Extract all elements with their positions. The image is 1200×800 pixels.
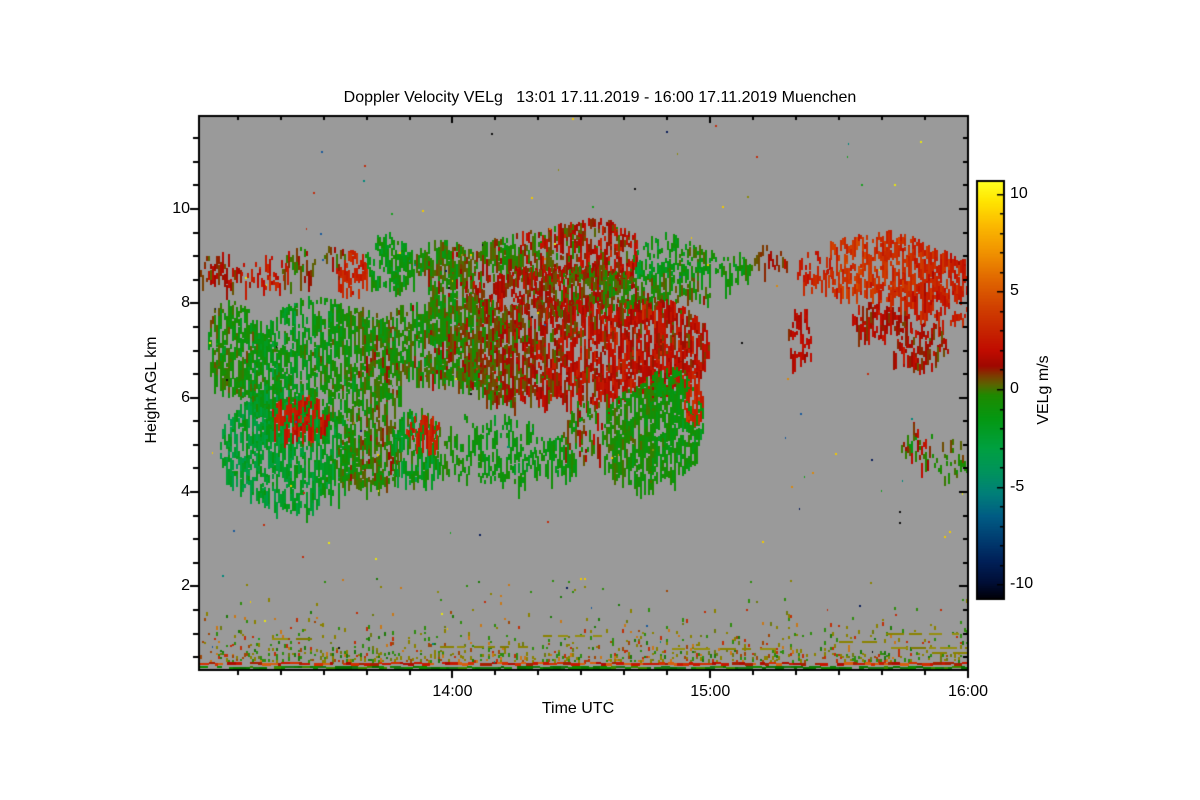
colorbar-tick-label-5: 5 (1010, 282, 1019, 300)
colorbar-tick-label--10: -10 (1010, 575, 1034, 593)
x-tick-label-1500: 15:00 (690, 683, 731, 700)
y-tick-label-10: 10 (172, 200, 190, 217)
y-tick-label-6: 6 (181, 388, 190, 406)
colorbar-tick-label-0: 0 (1010, 380, 1019, 398)
colorbar-tick-label-10: 10 (1010, 184, 1028, 202)
x-tick-label-1400: 14:00 (432, 683, 473, 700)
chart-title: Doppler Velocity VELg 13:01 17.11.2019 -… (343, 89, 857, 106)
x-axis-title: Time UTC (541, 700, 615, 717)
y-tick-label-4: 4 (181, 483, 190, 501)
x-tick-label-1600: 16:00 (947, 683, 989, 700)
y-tick-label-2: 2 (181, 577, 190, 595)
colorbar-tick-label--5: -5 (1010, 477, 1025, 495)
y-tick-label-8: 8 (181, 294, 190, 312)
